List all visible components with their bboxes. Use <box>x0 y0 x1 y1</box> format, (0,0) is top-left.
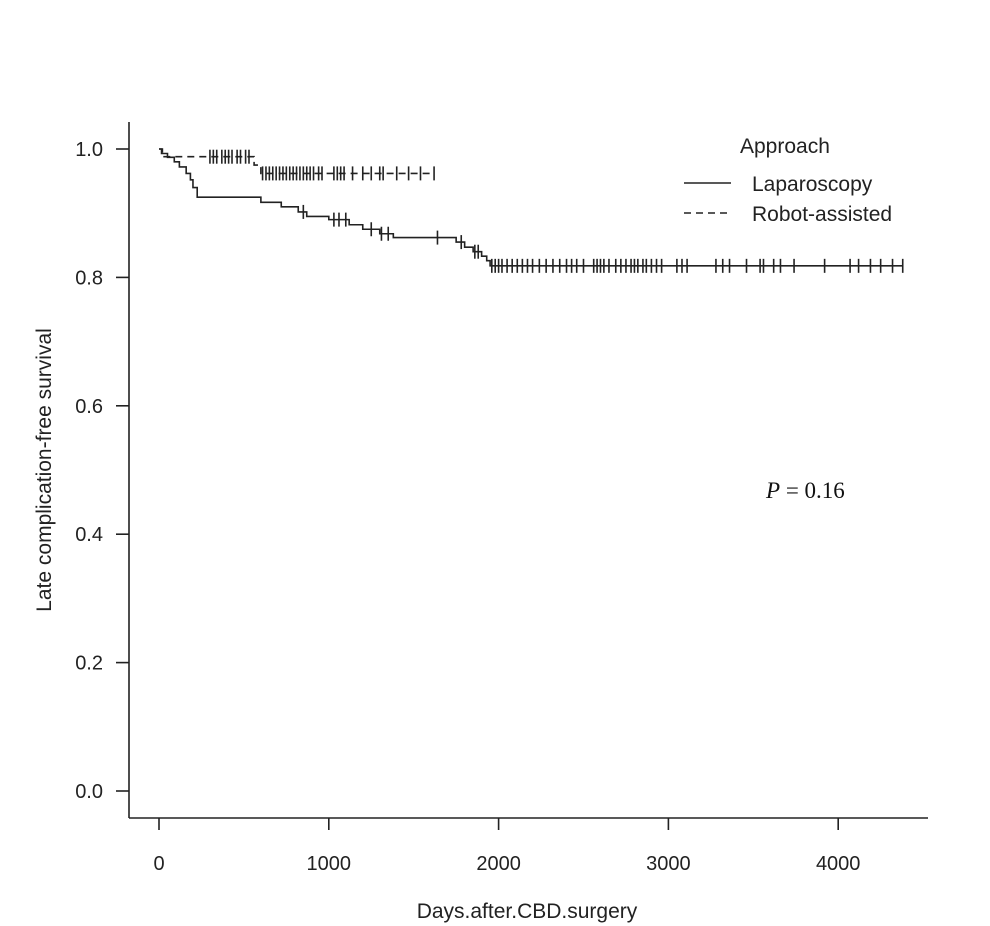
x-tick-label: 1000 <box>307 853 352 875</box>
x-tick-label: 2000 <box>476 853 521 875</box>
x-tick-label: 4000 <box>816 853 861 875</box>
series-line-robot-assisted <box>159 148 435 175</box>
legend-entry-robot-assisted: Robot-assisted <box>752 203 892 226</box>
legend: Approach Laparoscopy Robot-assisted <box>684 135 892 226</box>
y-tick-label: 1.0 <box>75 139 103 161</box>
y-tick-label: 0.6 <box>75 396 103 418</box>
y-tick-label: 0.2 <box>75 653 103 675</box>
p-value-annotation: P = 0.16 <box>765 478 845 503</box>
p-value-text: = 0.16 <box>780 478 845 503</box>
x-tick-label: 0 <box>153 853 164 875</box>
chart-axes: 0.0 0.2 0.4 0.6 0.8 1.0 0 1000 2000 3000 4000 <box>75 122 928 875</box>
legend-entry-laparoscopy: Laparoscopy <box>752 173 873 196</box>
p-value-label: P <box>765 478 780 503</box>
y-tick-label: 0.4 <box>75 524 103 546</box>
y-tick-label: 0.0 <box>75 781 103 803</box>
x-axis-title: Days.after.CBD.surgery <box>417 900 638 923</box>
series-robot-assisted <box>159 148 435 181</box>
legend-title: Approach <box>740 135 830 158</box>
series-laparoscopy <box>159 148 904 273</box>
y-tick-label: 0.8 <box>75 267 103 289</box>
series-line-laparoscopy <box>159 148 903 267</box>
y-axis-title: Late complication-free survival <box>33 328 56 612</box>
chart-series <box>159 148 904 273</box>
x-tick-label: 3000 <box>646 853 691 875</box>
